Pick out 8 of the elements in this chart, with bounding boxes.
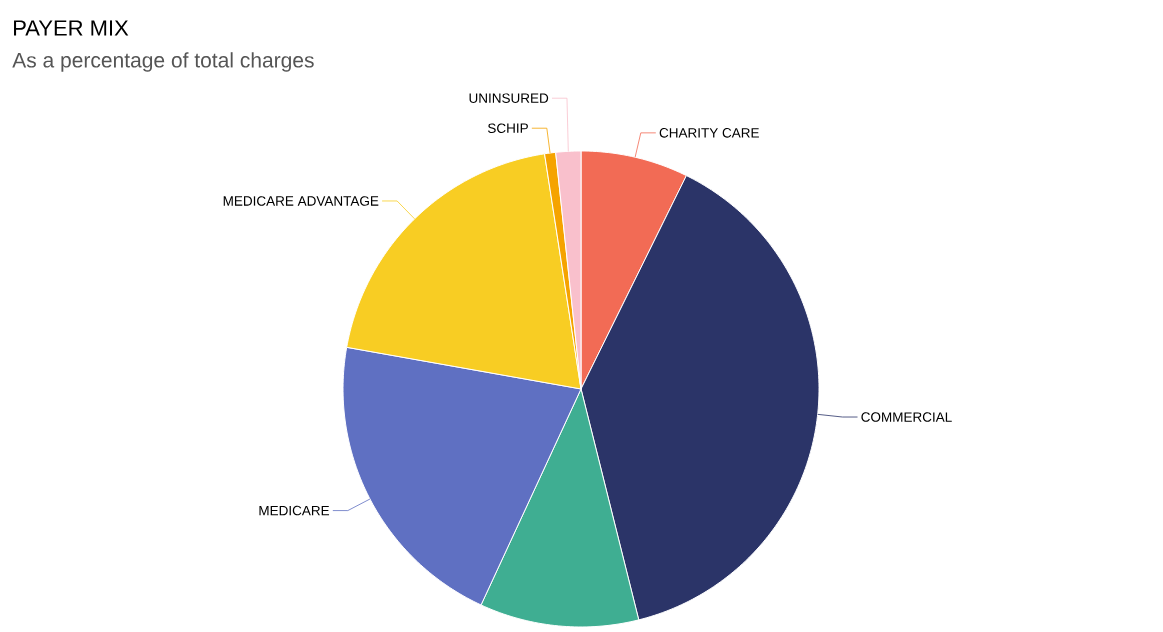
chart-title: PAYER MIX	[14, 20, 129, 36]
slice-label: UNINSURED	[469, 93, 549, 103]
slice-label: MEDICARE ADVANTAGE	[223, 196, 379, 206]
slice-label: COMMERCIAL	[861, 412, 952, 422]
chart-subtitle: As a percentage of total charges	[12, 52, 314, 72]
slice-label: CHARITY CARE	[659, 128, 759, 138]
slice-label: SCHIP	[487, 123, 528, 133]
slice-label: MEDICARE	[259, 505, 330, 516]
